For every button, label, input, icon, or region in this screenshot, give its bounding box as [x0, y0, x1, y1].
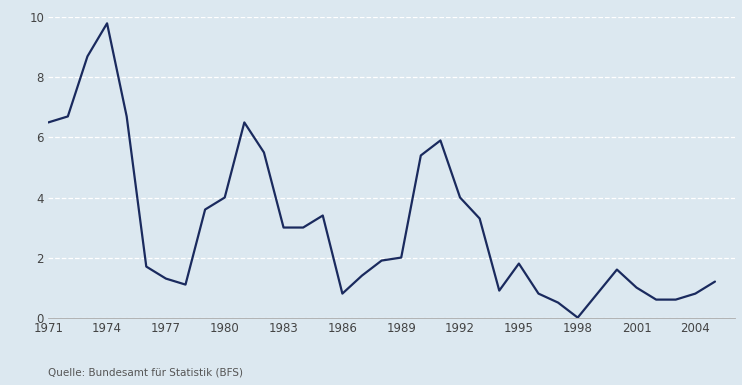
Text: Quelle: Bundesamt für Statistik (BFS): Quelle: Bundesamt für Statistik (BFS)	[48, 367, 243, 377]
